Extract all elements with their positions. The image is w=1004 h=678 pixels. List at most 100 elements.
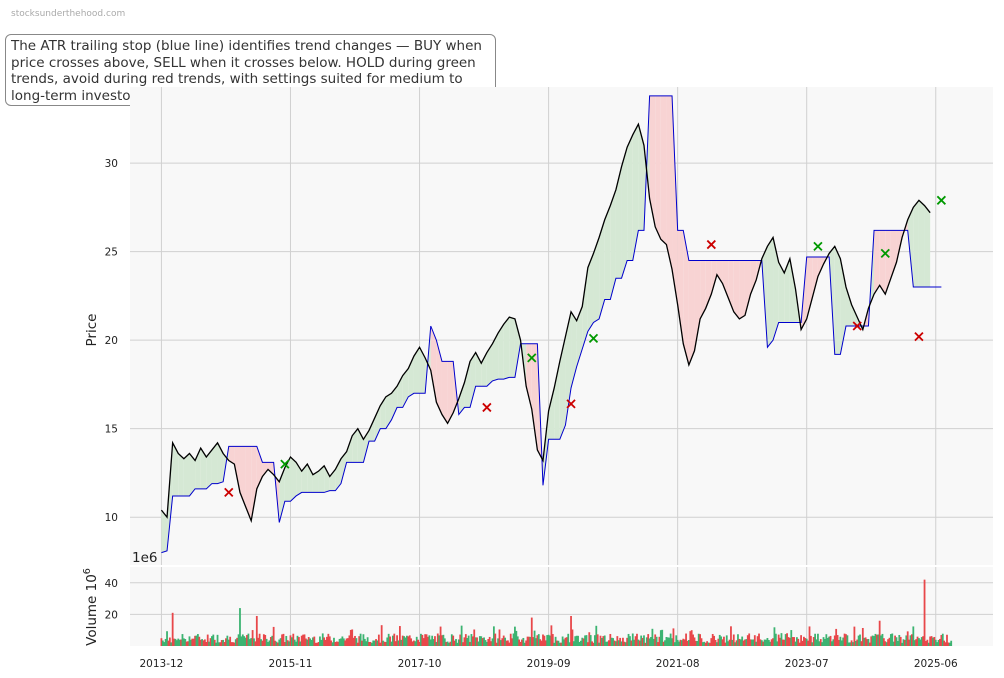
volume-bar — [808, 626, 811, 646]
volume-bar — [164, 638, 167, 646]
volume-bar — [338, 638, 341, 646]
volume-bar — [658, 636, 661, 646]
volume-bar — [333, 637, 335, 646]
volume-bar — [376, 640, 379, 646]
volume-bar — [673, 642, 676, 646]
volume-bar — [758, 633, 760, 646]
uptrend-fill-segment — [346, 435, 353, 463]
volume-bar — [379, 642, 382, 646]
uptrend-fill-segment — [627, 134, 633, 261]
uptrend-fill-segment — [571, 311, 577, 388]
volume-bar — [349, 629, 352, 646]
volume-bar — [912, 626, 915, 646]
uptrend-fill-segment — [369, 418, 375, 442]
uptrend-fill-segment — [924, 205, 931, 288]
downtrend-fill-segment — [660, 95, 667, 245]
volume-bar — [950, 640, 953, 646]
volume-bar — [918, 638, 920, 646]
volume-bar — [716, 642, 718, 646]
volume-bar — [631, 633, 634, 646]
volume-bar — [780, 633, 783, 646]
downtrend-fill-segment — [728, 260, 734, 312]
volume-bar — [394, 641, 397, 646]
volume-bar — [456, 642, 459, 646]
volume-bar — [943, 640, 946, 646]
uptrend-fill-segment — [206, 449, 212, 489]
volume-bar — [894, 635, 896, 646]
volume-bar — [163, 642, 166, 646]
x-tick-label: 2025-06 — [914, 658, 958, 670]
volume-bar — [243, 636, 246, 646]
volume-bar — [889, 634, 892, 646]
volume-bar — [345, 638, 348, 646]
volume-bar — [410, 638, 413, 646]
volume-bar — [469, 641, 471, 646]
volume-bar — [599, 635, 602, 646]
volume-bar — [237, 634, 240, 646]
volume-bar — [610, 637, 613, 646]
volume-bar — [828, 636, 831, 646]
volume-bar — [232, 642, 234, 646]
volume-bar — [268, 640, 271, 646]
uptrend-fill-segment — [907, 207, 914, 288]
volume-bar — [515, 630, 518, 646]
volume-bar — [406, 635, 408, 646]
volume-bar — [253, 638, 255, 646]
uptrend-fill-segment — [498, 324, 504, 380]
uptrend-fill-segment — [587, 253, 594, 332]
volume-bar — [638, 640, 641, 646]
volume-bar — [836, 635, 839, 646]
buy-signal-marker — [588, 333, 599, 344]
downtrend-fill-segment — [722, 260, 729, 298]
volume-bar — [714, 639, 717, 646]
volume-bar — [693, 637, 696, 646]
volume-bar — [309, 638, 312, 646]
volume-bar — [295, 641, 297, 646]
volume-bar — [373, 640, 376, 646]
atr-stop-line — [161, 95, 942, 554]
uptrend-fill-segment — [385, 393, 392, 429]
volume-bar — [941, 633, 944, 646]
volume-bar — [487, 639, 490, 646]
volume-bar — [320, 639, 323, 646]
uptrend-fill-segment — [593, 237, 600, 323]
volume-bar — [821, 642, 824, 646]
volume-bar — [720, 636, 723, 646]
volume-bar — [372, 640, 375, 646]
volume-bar — [230, 642, 233, 646]
downtrend-fill-segment — [430, 326, 437, 403]
volume-bar — [448, 642, 450, 646]
volume-bar — [473, 629, 476, 646]
volume-bar — [549, 635, 551, 646]
volume-bar — [359, 633, 362, 646]
volume-bar — [174, 638, 177, 646]
downtrend-fill-segment — [874, 230, 880, 295]
volume-bar — [313, 636, 316, 646]
volume-bar — [801, 640, 804, 646]
volume-bar — [521, 639, 523, 646]
volume-bar — [585, 635, 588, 646]
volume-bar — [492, 626, 495, 646]
volume-bar — [442, 634, 445, 646]
volume-bar — [650, 636, 652, 646]
buy-signal-marker — [880, 248, 890, 259]
volume-bar — [543, 635, 546, 646]
buy-signal-marker — [936, 195, 947, 205]
volume-bar — [753, 635, 756, 646]
volume-bar — [431, 635, 434, 646]
volume-bar — [763, 639, 766, 646]
volume-bar — [644, 642, 647, 646]
volume-bar — [824, 638, 826, 646]
volume-bar — [348, 635, 351, 646]
volume-bar — [246, 634, 248, 646]
volume-bar — [462, 642, 464, 646]
volume-bar — [507, 640, 509, 646]
uptrend-fill-segment — [464, 361, 471, 408]
volume-bar — [491, 638, 494, 646]
volume-bar — [617, 640, 620, 646]
volume-bar — [641, 637, 644, 646]
volume-bar — [407, 636, 410, 646]
volume-bar — [452, 635, 455, 646]
volume-bar — [595, 625, 598, 646]
downtrend-fill-segment — [744, 260, 751, 316]
